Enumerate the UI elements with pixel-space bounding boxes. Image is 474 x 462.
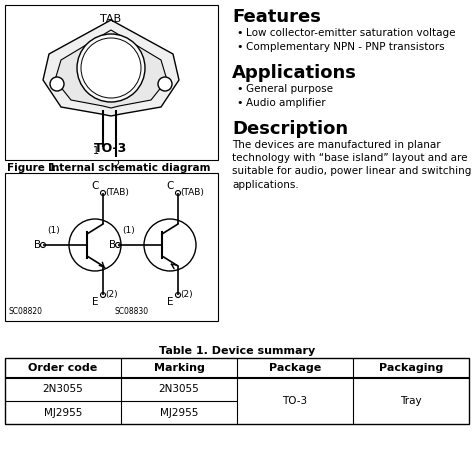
Text: (1): (1) (47, 226, 60, 235)
Text: Package: Package (269, 363, 321, 373)
Text: (TAB): (TAB) (105, 188, 129, 197)
Text: Tray: Tray (400, 396, 422, 406)
Text: Figure 1.: Figure 1. (7, 163, 60, 173)
Bar (5, 358, 469, 424)
Circle shape (100, 190, 106, 195)
Text: MJ2955: MJ2955 (44, 407, 82, 418)
Text: 1: 1 (93, 146, 99, 156)
Text: MJ2955: MJ2955 (160, 407, 198, 418)
Text: •: • (236, 28, 243, 38)
Circle shape (144, 219, 196, 271)
Text: 2N3055: 2N3055 (43, 384, 83, 395)
Text: Low collector-emitter saturation voltage: Low collector-emitter saturation voltage (246, 28, 456, 38)
Text: Applications: Applications (232, 64, 357, 82)
Text: TO-3: TO-3 (94, 141, 128, 154)
Ellipse shape (77, 34, 145, 102)
Text: Order code: Order code (28, 363, 98, 373)
Text: SC08820: SC08820 (9, 307, 43, 316)
Circle shape (50, 77, 64, 91)
Circle shape (40, 243, 46, 248)
Text: (1): (1) (122, 226, 135, 235)
Text: TAB: TAB (100, 14, 121, 24)
Text: General purpose: General purpose (246, 84, 333, 94)
Text: B: B (109, 240, 116, 250)
Ellipse shape (81, 38, 141, 98)
Text: •: • (236, 84, 243, 94)
Text: (TAB): (TAB) (180, 188, 204, 197)
Text: E: E (167, 297, 174, 307)
Text: TO-3: TO-3 (283, 396, 308, 406)
Polygon shape (55, 30, 167, 108)
Text: (2): (2) (105, 291, 118, 299)
Circle shape (100, 292, 106, 298)
Text: (2): (2) (180, 291, 192, 299)
Circle shape (69, 219, 121, 271)
Text: Complementary NPN - PNP transistors: Complementary NPN - PNP transistors (246, 42, 445, 52)
Text: Packaging: Packaging (379, 363, 443, 373)
Text: C: C (167, 181, 174, 191)
Text: Marking: Marking (154, 363, 204, 373)
Text: C: C (91, 181, 99, 191)
Text: SC08830: SC08830 (115, 307, 149, 316)
Circle shape (116, 243, 120, 248)
Text: E: E (92, 297, 99, 307)
Text: The devices are manufactured in planar
technology with “base island” layout and : The devices are manufactured in planar t… (232, 140, 471, 189)
Bar (5, 5, 218, 160)
Text: Features: Features (232, 8, 321, 26)
Circle shape (158, 77, 172, 91)
Polygon shape (43, 20, 179, 116)
Text: Internal schematic diagram: Internal schematic diagram (48, 163, 210, 173)
Circle shape (175, 292, 181, 298)
Text: Audio amplifier: Audio amplifier (246, 98, 326, 108)
Text: B: B (34, 240, 41, 250)
Text: 2: 2 (113, 160, 119, 170)
Text: •: • (236, 98, 243, 108)
Text: Description: Description (232, 120, 348, 138)
Text: Table 1. Device summary: Table 1. Device summary (159, 346, 315, 356)
Bar (5, 173, 218, 321)
Text: •: • (236, 42, 243, 52)
Circle shape (175, 190, 181, 195)
Text: 2N3055: 2N3055 (159, 384, 200, 395)
